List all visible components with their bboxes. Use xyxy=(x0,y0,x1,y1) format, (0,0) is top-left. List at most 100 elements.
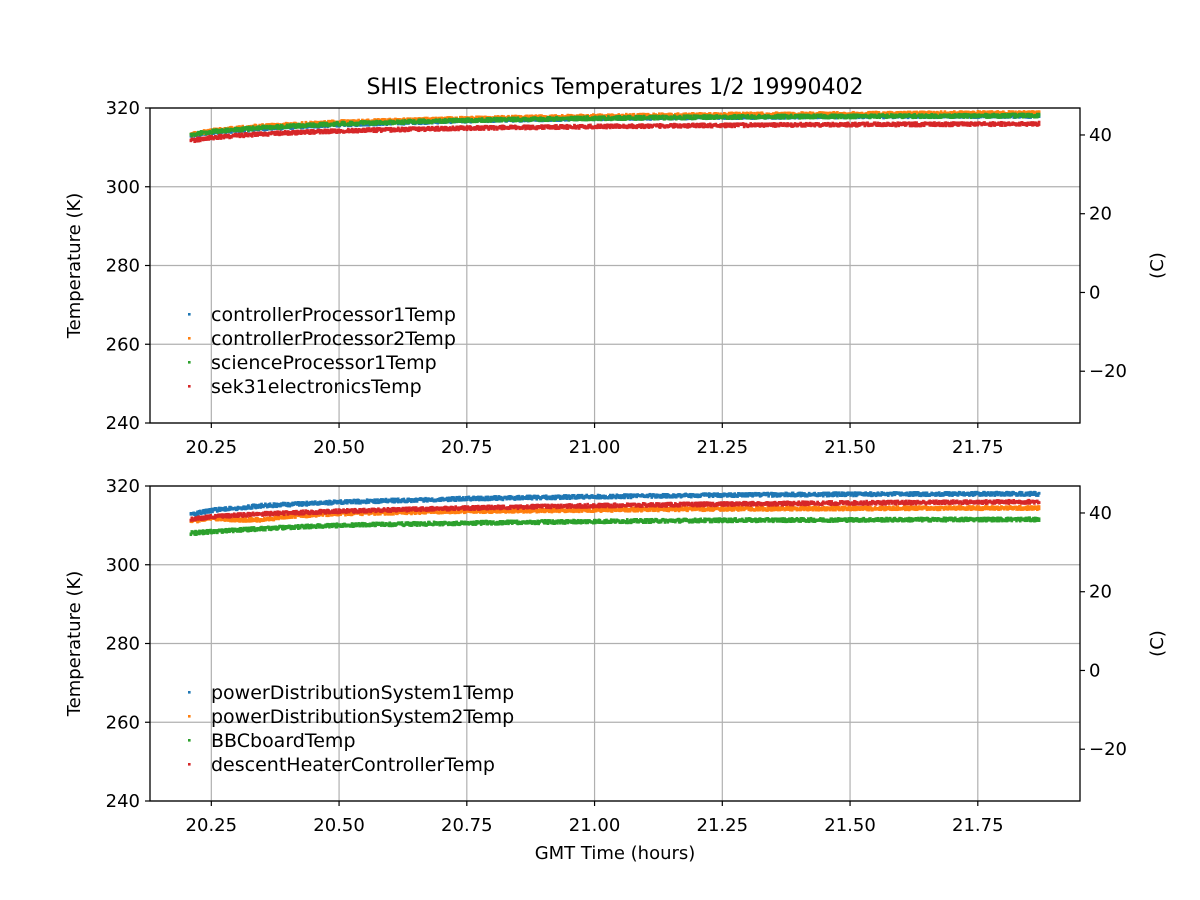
data-point xyxy=(428,119,431,123)
data-point xyxy=(598,116,602,120)
data-point xyxy=(287,126,291,129)
data-point xyxy=(822,116,826,120)
data-point xyxy=(1037,111,1041,114)
data-point xyxy=(750,114,753,117)
data-point xyxy=(676,112,680,115)
data-point xyxy=(470,117,474,121)
data-point xyxy=(609,118,613,122)
data-point xyxy=(642,114,646,118)
data-point xyxy=(781,113,785,117)
data-point xyxy=(782,116,786,120)
data-point xyxy=(649,118,653,121)
data-point xyxy=(661,114,665,118)
data-point xyxy=(409,119,412,122)
data-point xyxy=(826,113,830,117)
data-point xyxy=(230,131,233,134)
data-point xyxy=(416,121,420,124)
data-point xyxy=(377,118,380,121)
data-point xyxy=(877,111,881,114)
data-point xyxy=(480,117,484,120)
data-point xyxy=(775,115,779,119)
data-point xyxy=(573,118,576,122)
data-point xyxy=(392,119,395,123)
data-point xyxy=(314,120,318,124)
data-point xyxy=(670,112,673,116)
data-point xyxy=(351,122,355,125)
data-point xyxy=(250,128,254,132)
data-point xyxy=(243,126,246,129)
data-point xyxy=(536,119,540,122)
data-point xyxy=(285,123,289,127)
data-point xyxy=(199,133,202,137)
data-point xyxy=(379,120,382,123)
data-point xyxy=(967,110,970,114)
data-point xyxy=(224,127,228,131)
data-point xyxy=(732,116,736,120)
data-point xyxy=(984,110,987,114)
data-point xyxy=(398,118,402,121)
data-point xyxy=(686,116,689,120)
data-point xyxy=(544,118,548,121)
data-point xyxy=(715,114,719,117)
data-point xyxy=(798,117,802,120)
data-point xyxy=(223,130,227,134)
data-point xyxy=(840,112,844,115)
data-point xyxy=(423,118,426,122)
data-point xyxy=(820,111,823,114)
series-scienceProcessor1Temp xyxy=(189,112,1041,138)
data-point xyxy=(736,112,739,115)
data-point xyxy=(218,128,222,132)
data-point xyxy=(551,117,555,121)
data-point xyxy=(599,118,603,121)
data-point xyxy=(1033,110,1036,114)
data-point xyxy=(276,123,279,127)
data-point xyxy=(461,115,464,119)
data-point xyxy=(421,120,425,124)
data-point xyxy=(267,126,271,129)
data-point xyxy=(279,127,282,130)
data-point xyxy=(332,124,336,127)
data-point xyxy=(1014,110,1017,114)
data-point xyxy=(246,127,249,130)
data-point xyxy=(255,128,259,131)
data-point xyxy=(375,122,378,125)
data-point xyxy=(614,118,618,121)
data-point xyxy=(616,118,620,121)
data-point xyxy=(424,116,427,120)
data-point xyxy=(750,111,753,115)
data-point xyxy=(772,112,775,115)
data-point xyxy=(371,123,375,126)
data-point xyxy=(786,111,789,115)
data-point xyxy=(336,121,340,124)
data-point xyxy=(800,115,803,118)
data-point xyxy=(499,118,503,122)
data-point xyxy=(690,114,693,118)
data-point xyxy=(639,118,642,121)
data-point xyxy=(492,120,495,123)
data-point xyxy=(296,123,299,126)
data-point xyxy=(294,121,297,125)
data-point xyxy=(707,117,710,120)
data-point xyxy=(455,120,458,123)
data-point xyxy=(988,110,992,113)
data-point xyxy=(628,113,632,116)
data-point xyxy=(465,120,469,123)
data-point xyxy=(833,116,836,120)
data-point xyxy=(373,118,376,121)
data-point xyxy=(634,114,638,118)
data-point xyxy=(638,115,641,118)
data-point xyxy=(438,118,441,121)
data-point xyxy=(730,117,734,121)
data-point xyxy=(434,116,438,120)
data-point xyxy=(972,110,976,114)
data-point xyxy=(462,118,466,121)
data-point xyxy=(639,112,642,116)
data-point xyxy=(402,117,406,120)
data-point xyxy=(224,128,228,132)
data-point xyxy=(802,116,805,119)
data-point xyxy=(596,117,600,121)
data-point xyxy=(415,117,419,121)
data-point xyxy=(683,117,687,121)
data-point xyxy=(772,116,776,119)
data-point xyxy=(598,115,602,119)
